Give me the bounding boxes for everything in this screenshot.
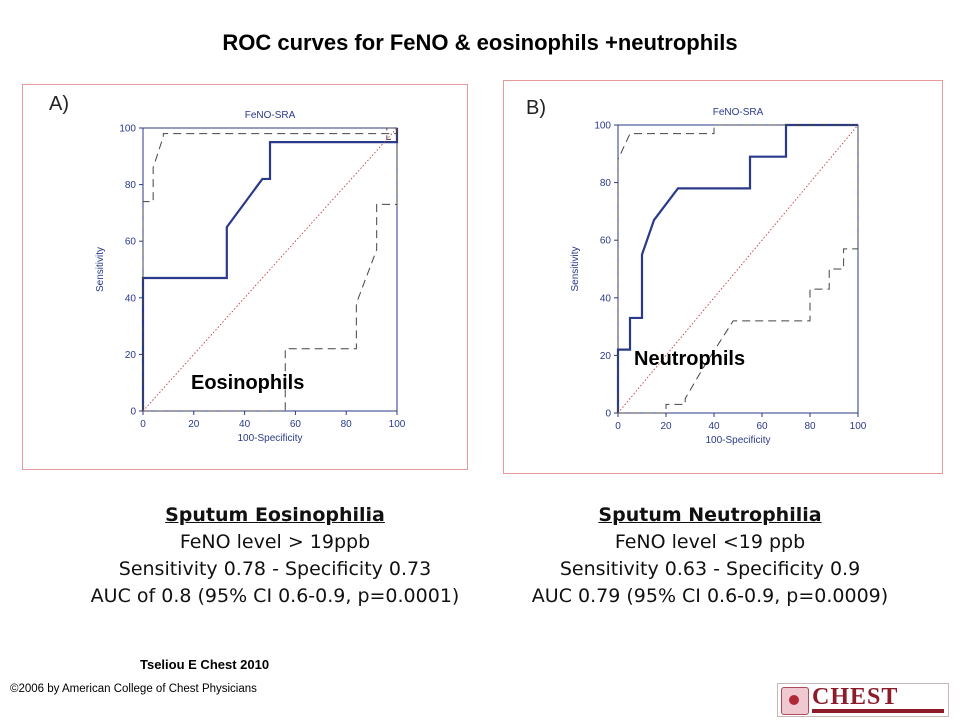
y-axis-label: Sensitivity	[570, 246, 581, 291]
curve-annotation: Neutrophils	[634, 348, 745, 370]
x-tick-label: 80	[341, 419, 353, 430]
y-tick-label: 60	[125, 237, 137, 248]
x-axis-label: 100-Specificity	[237, 433, 302, 444]
y-tick-label: 0	[130, 407, 136, 418]
y-tick-label: 40	[125, 293, 137, 304]
x-tick-label: 60	[756, 421, 768, 432]
chart-title: FeNO-SRA	[713, 107, 764, 118]
y-tick-label: 20	[600, 351, 612, 362]
neutrophilia-stats: Sputum Neutrophilia FeNO level <19 ppb S…	[495, 502, 925, 610]
y-tick-label: 80	[600, 178, 612, 189]
stats-sens-spec: Sensitivity 0.78 - Specificity 0.73	[118, 558, 432, 580]
slide-title: ROC curves for FeNO & eosinophils +neutr…	[222, 30, 738, 55]
chart-panel-a: A) FeNO-SRA 0 20 40 60 80 100 0 20 40 60 80 100 100-S…	[22, 84, 468, 470]
stats-heading: Sputum Neutrophilia	[598, 504, 822, 526]
y-tick-label: 80	[125, 180, 137, 191]
reference-diagonal	[142, 127, 398, 412]
logo-underline	[812, 709, 944, 713]
confidence-band-lower	[618, 125, 859, 414]
x-tick-label: 80	[804, 421, 816, 432]
plot-area	[142, 127, 398, 412]
x-tick-label: 20	[660, 421, 672, 432]
logo-wordmark: CHEST	[812, 684, 899, 710]
roc-curve	[616, 123, 858, 413]
x-tick-label: 100	[850, 421, 867, 432]
y-tick-label: 40	[600, 293, 612, 304]
x-tick-label: 0	[615, 421, 621, 432]
y-tick-label: 100	[594, 121, 611, 132]
chest-journal-logo: CHEST	[777, 683, 949, 717]
confidence-band-lower	[143, 128, 398, 412]
x-tick-label: 60	[290, 419, 302, 430]
x-tick-label: 40	[239, 419, 251, 430]
chart-panel-b: B) FeNO-SRA 0 20 40 60 80 100 0 20 40 60 80 100 100-S…	[503, 80, 943, 474]
y-tick-label: 60	[600, 236, 612, 247]
stats-auc: AUC of 0.8 (95% CI 0.6-0.9, p=0.0001)	[90, 585, 460, 607]
stats-auc: AUC 0.79 (95% CI 0.6-0.9, p=0.0009)	[531, 585, 889, 607]
y-axis-label: Sensitivity	[95, 247, 106, 292]
y-tick-label: 0	[605, 409, 611, 420]
roc-chart-eosinophils: FeNO-SRA 0 20 40 60 80 100 0 20 40 60 80 100 100-Spec…	[95, 110, 406, 444]
x-tick-label: 0	[140, 419, 146, 430]
x-tick-label: 100	[389, 419, 406, 430]
reference-diagonal	[617, 124, 859, 414]
confidence-band-upper	[617, 124, 858, 413]
y-tick-label: 20	[125, 350, 137, 361]
roc-curve	[141, 128, 399, 411]
citation: Tseliou E Chest 2010	[140, 657, 270, 672]
lungs-emblem-icon	[781, 687, 809, 715]
x-tick-label: 40	[708, 421, 720, 432]
x-axis-label: 100-Specificity	[705, 435, 770, 446]
stats-threshold: FeNO level > 19ppb	[179, 531, 371, 553]
roc-chart-neutrophils: FeNO-SRA 0 20 40 60 80 100 0 20 40 60 80 100 100-Spec…	[570, 107, 867, 446]
curve-annotation: Eosinophils	[191, 372, 304, 394]
y-tick-label: 100	[119, 124, 136, 135]
confidence-band-upper	[142, 127, 398, 411]
panel-label-a: A)	[49, 93, 69, 115]
stats-threshold: FeNO level <19 ppb	[614, 531, 806, 553]
copyright-notice: ©2006 by American College of Chest Physi…	[10, 683, 257, 695]
x-tick-label: 20	[188, 419, 200, 430]
panel-label-b: B)	[526, 97, 546, 119]
chart-title: FeNO-SRA	[245, 110, 296, 121]
stats-sens-spec: Sensitivity 0.63 - Specificity 0.9	[559, 558, 861, 580]
eosinophilia-stats: Sputum Eosinophilia FeNO level > 19ppb S…	[60, 502, 490, 610]
stats-heading: Sputum Eosinophilia	[165, 504, 385, 526]
